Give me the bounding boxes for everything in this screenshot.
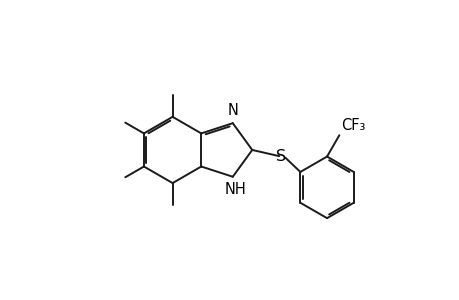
Text: CF₃: CF₃ [340,118,364,133]
Text: S: S [276,148,286,164]
Text: NH: NH [224,182,246,197]
Text: N: N [228,103,239,118]
